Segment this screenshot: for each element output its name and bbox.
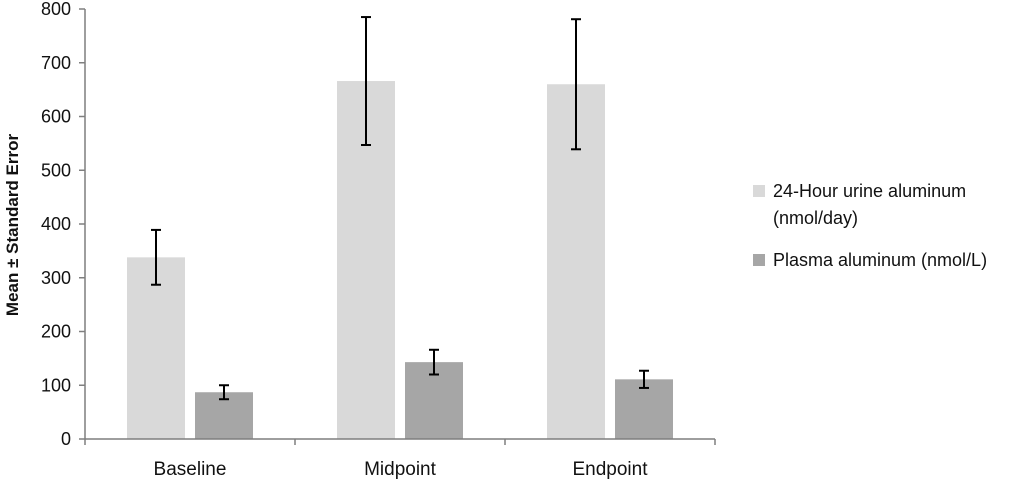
y-tick-label: 400	[41, 214, 71, 234]
y-tick-label: 800	[41, 0, 71, 19]
y-tick-label: 300	[41, 268, 71, 288]
y-tick-label: 200	[41, 322, 71, 342]
legend-label-plasma: Plasma aluminum (nmol/L)	[773, 250, 988, 270]
legend-swatch-plasma	[753, 254, 765, 266]
x-category-label: Midpoint	[364, 459, 437, 480]
legend-label-urine: 24-Hour urine aluminum (nmol/day)	[773, 181, 967, 228]
legend-swatch-urine	[753, 185, 765, 197]
bars-layer	[127, 81, 673, 440]
x-category-label: Endpoint	[572, 459, 648, 480]
x-labels-layer: Baseline Midpoint Endpoint	[154, 459, 649, 480]
bar	[615, 379, 673, 439]
legend-item-urine: 24-Hour urine aluminum (nmol/day)	[753, 178, 1018, 232]
y-tick-label: 100	[41, 375, 71, 395]
x-category-label: Baseline	[154, 459, 227, 480]
y-tick-label: 0	[61, 429, 71, 449]
y-tick-label: 500	[41, 160, 71, 180]
bar	[127, 257, 185, 439]
legend: 24-Hour urine aluminum (nmol/day) Plasma…	[753, 178, 1018, 289]
y-tick-label: 600	[41, 107, 71, 127]
legend-item-plasma: Plasma aluminum (nmol/L)	[753, 247, 1018, 274]
error-bars-layer	[151, 16, 649, 401]
y-ticks-layer: 0 100 200 300 400 500 600 700 800	[41, 0, 716, 449]
y-tick-label: 700	[41, 53, 71, 73]
y-axis-title: Mean ± Standard Error	[3, 134, 22, 317]
